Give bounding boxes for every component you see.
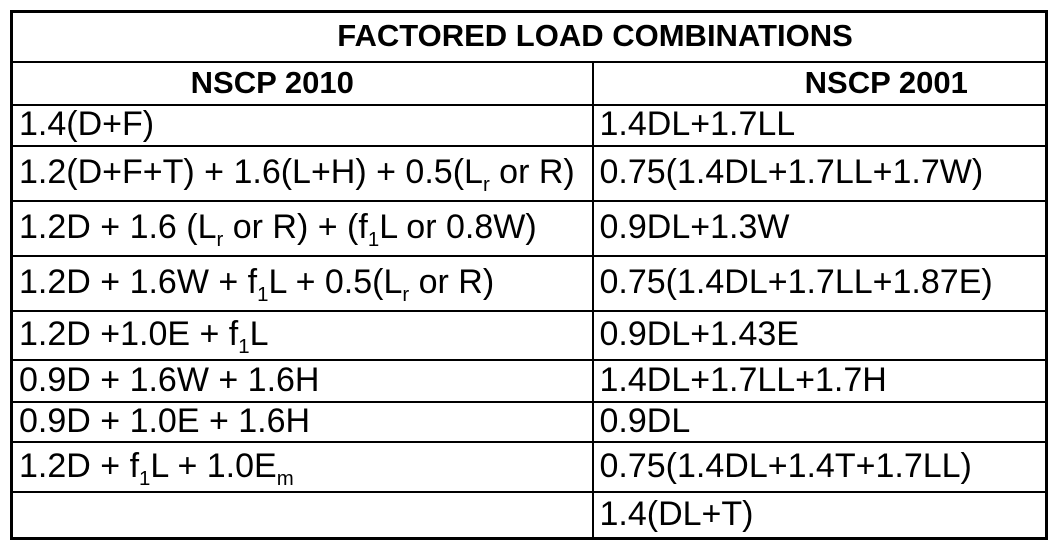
nscp2010-cell-empty [10,490,594,540]
nscp2001-cell: 0.9DL [591,400,1048,443]
nscp2001-cell: 0.75(1.4DL+1.7LL+1.7W) [591,144,1048,202]
nscp2001-cell: 0.9DL+1.3W [591,199,1048,257]
nscp2001-cell: 1.4DL+1.7LL [591,103,1048,147]
table-row: 1.2(D+F+T) + 1.6(L+H) + 0.5(Lr or R) 0.7… [10,144,1048,202]
table-row: 1.4(D+F) 1.4DL+1.7LL [10,103,1048,147]
table-title-row: FACTORED LOAD COMBINATIONS [10,10,1048,63]
table-row: 0.9D + 1.0E + 1.6H 0.9DL [10,400,1048,443]
nscp2010-cell: 1.4(D+F) [10,103,594,147]
nscp2010-cell: 1.2D + 1.6 (Lr or R) + (f1L or 0.8W) [10,199,594,257]
column-header-nscp-2010: NSCP 2010 [10,60,594,106]
table-title: FACTORED LOAD COMBINATIONS [10,10,1048,63]
table-row: 1.2D + f1L + 1.0Em 0.75(1.4DL+1.4T+1.7LL… [10,440,1048,493]
nscp2001-cell: 0.9DL+1.43E [591,309,1048,361]
table-row: 1.2D + 1.6W + f1L + 0.5(Lr or R) 0.75(1.… [10,254,1048,312]
nscp2010-cell: 1.2(D+F+T) + 1.6(L+H) + 0.5(Lr or R) [10,144,594,202]
table-row: 0.9D + 1.6W + 1.6H 1.4DL+1.7LL+1.7H [10,358,1048,403]
nscp2010-cell: 1.2D + 1.6W + f1L + 0.5(Lr or R) [10,254,594,312]
nscp2001-cell: 1.4(DL+T) [591,490,1048,540]
nscp2010-cell: 0.9D + 1.6W + 1.6H [10,358,594,403]
table-row: 1.2D + 1.6 (Lr or R) + (f1L or 0.8W) 0.9… [10,199,1048,257]
nscp2001-cell: 0.75(1.4DL+1.7LL+1.87E) [591,254,1048,312]
nscp2010-cell: 1.2D +1.0E + f1L [10,309,594,361]
nscp2001-cell: 0.75(1.4DL+1.4T+1.7LL) [591,440,1048,493]
table-header-row: NSCP 2010 NSCP 2001 [10,60,1048,106]
nscp2010-cell: 1.2D + f1L + 1.0Em [10,440,594,493]
table-row: 1.4(DL+T) [10,490,1048,540]
table-row: 1.2D +1.0E + f1L 0.9DL+1.43E [10,309,1048,361]
nscp2001-cell: 1.4DL+1.7LL+1.7H [591,358,1048,403]
nscp2010-cell: 0.9D + 1.0E + 1.6H [10,400,594,443]
factored-load-combinations-table: FACTORED LOAD COMBINATIONS NSCP 2010 NSC… [10,10,1049,540]
column-header-nscp-2001: NSCP 2001 [591,60,1048,106]
